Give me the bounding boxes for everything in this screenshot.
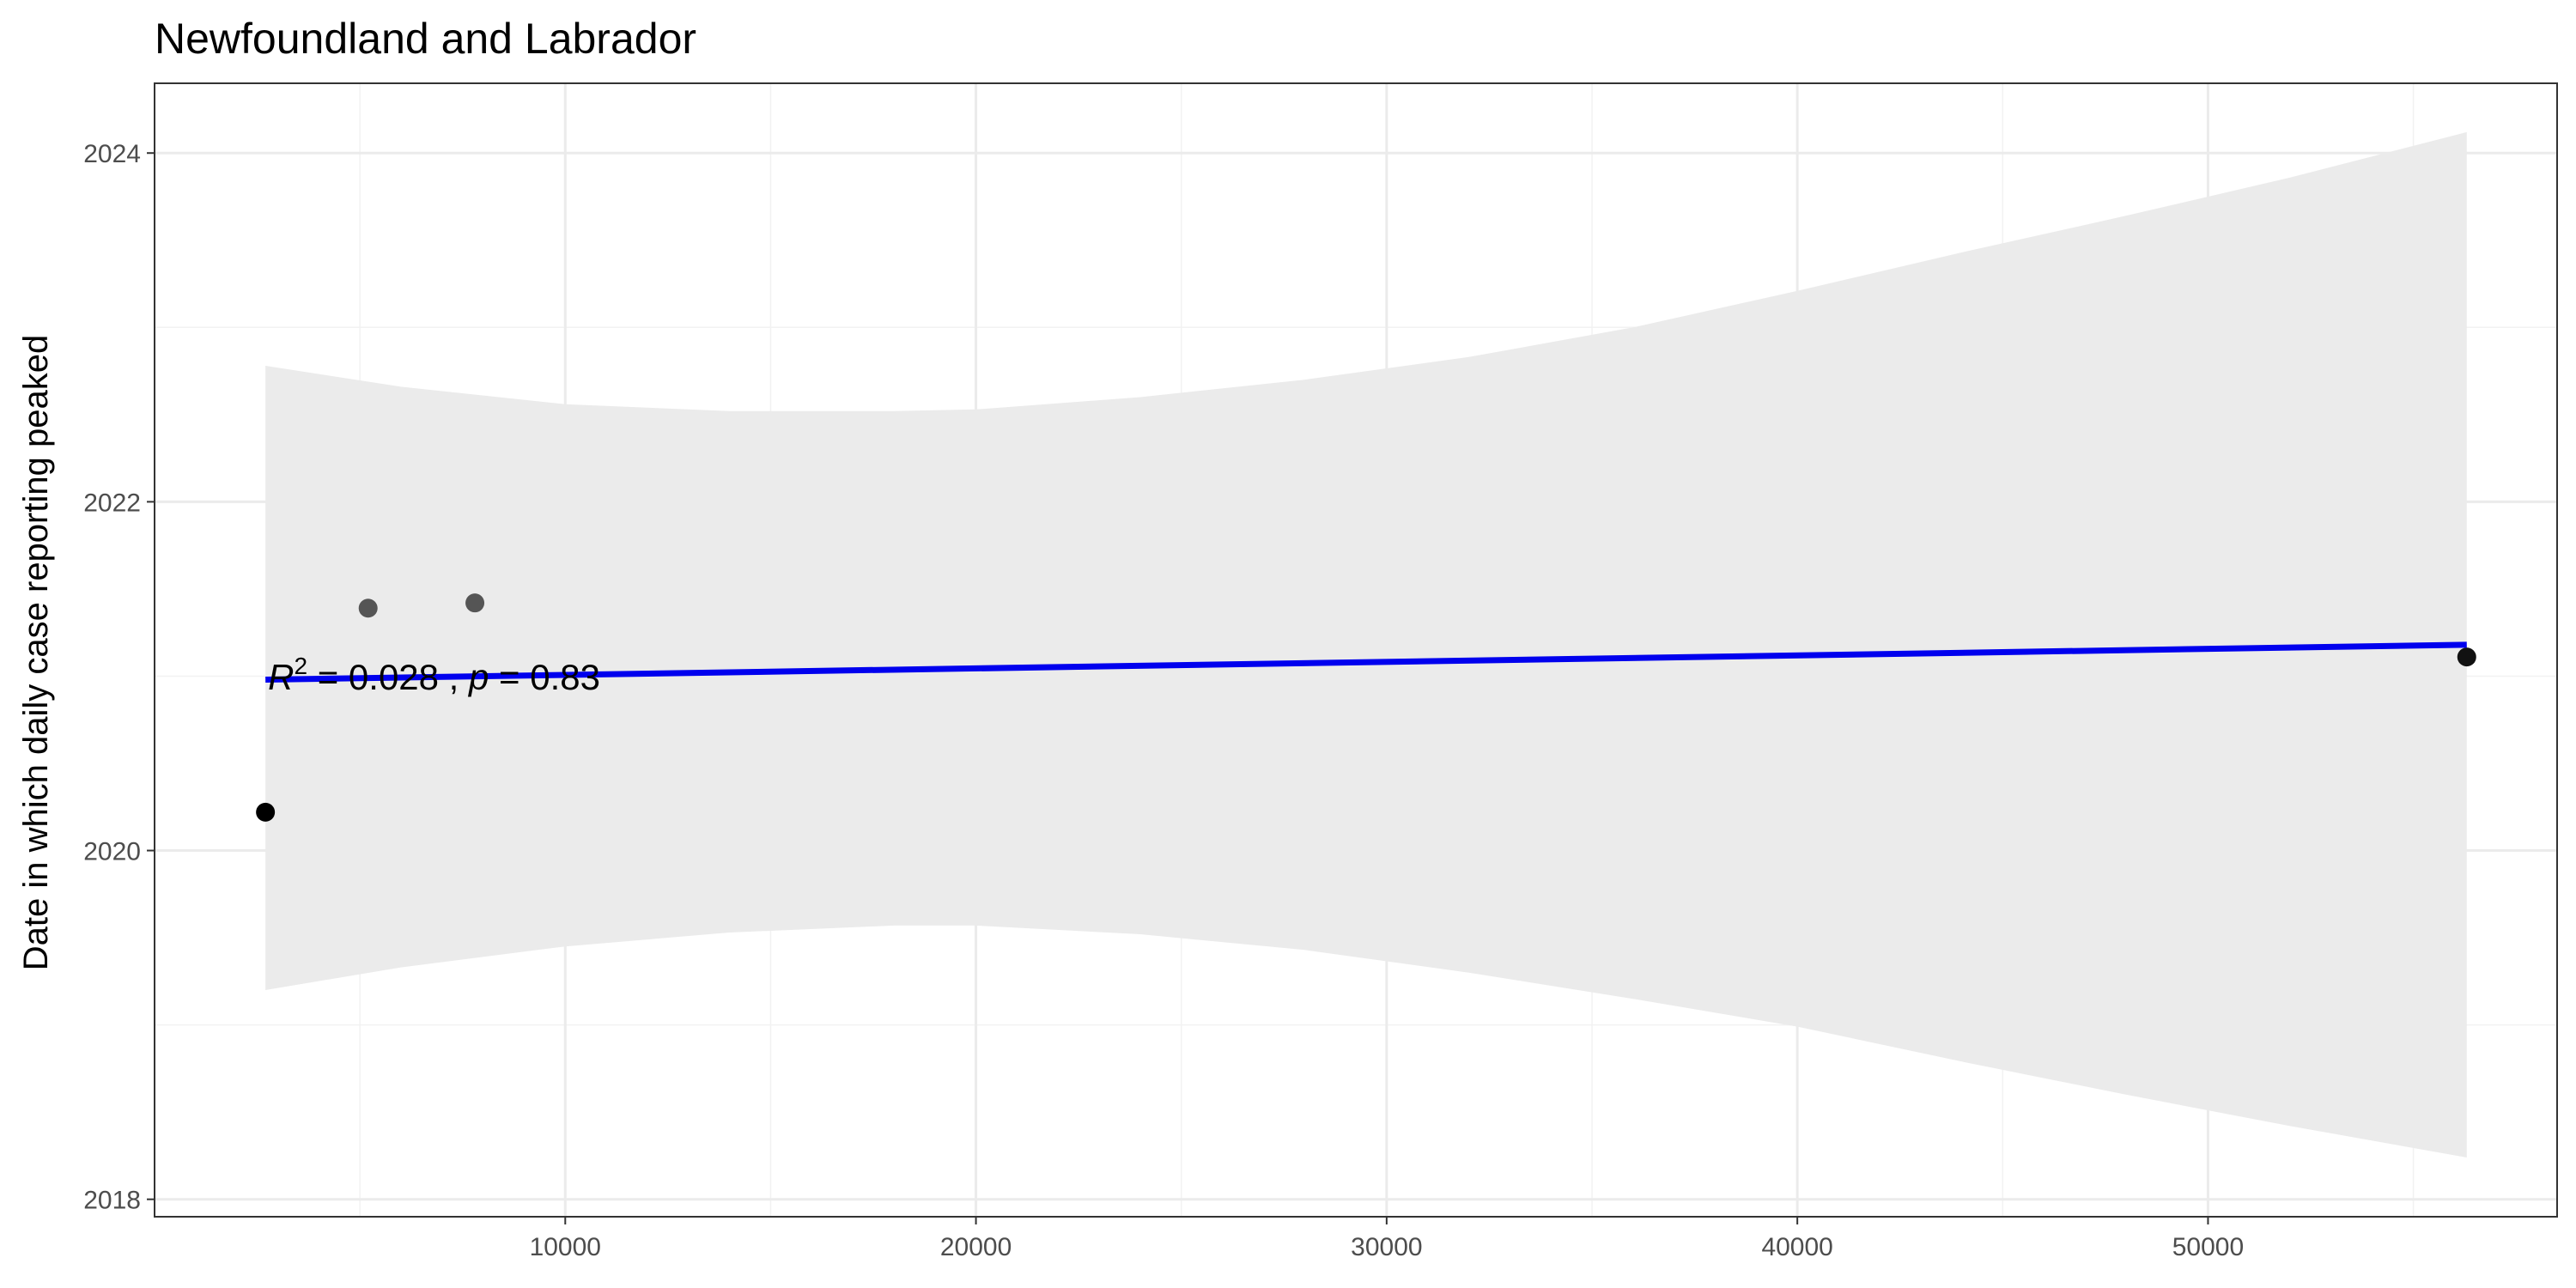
stat-annotation: R2 = 0.028 , p = 0.83 — [268, 653, 600, 697]
y-tick-label: 2024 — [83, 140, 141, 168]
x-tick-label: 40000 — [1761, 1233, 1832, 1261]
panel-border — [154, 82, 2558, 1218]
annotation-p-value: = 0.83 — [489, 657, 600, 697]
annotation-r-exponent: 2 — [294, 653, 307, 679]
confidence-band — [265, 131, 2467, 1157]
annotation-r-symbol: R — [268, 657, 294, 697]
chart-title: Newfoundland and Labrador — [155, 15, 696, 63]
data-point — [465, 593, 485, 613]
data-point — [358, 598, 378, 618]
y-axis-title: Date in which daily case reporting peake… — [17, 335, 55, 970]
y-tick-label: 2020 — [83, 838, 141, 866]
plot-area: R2 = 0.028 , p = 0.83 10000 20000 30000 4000… — [83, 82, 2558, 1261]
annotation-p-symbol: p — [467, 657, 489, 697]
x-tick-label: 50000 — [2172, 1233, 2244, 1261]
y-tick-label: 2022 — [83, 489, 141, 517]
x-tick-label: 30000 — [1351, 1233, 1422, 1261]
regression-line — [265, 641, 2467, 683]
x-tick-label: 10000 — [530, 1233, 601, 1261]
x-tick-label: 20000 — [940, 1233, 1012, 1261]
data-point — [256, 802, 276, 822]
data-point — [2457, 647, 2476, 667]
annotation-r-value: = 0.028 , — [307, 657, 469, 697]
y-tick-label: 2018 — [83, 1187, 141, 1215]
